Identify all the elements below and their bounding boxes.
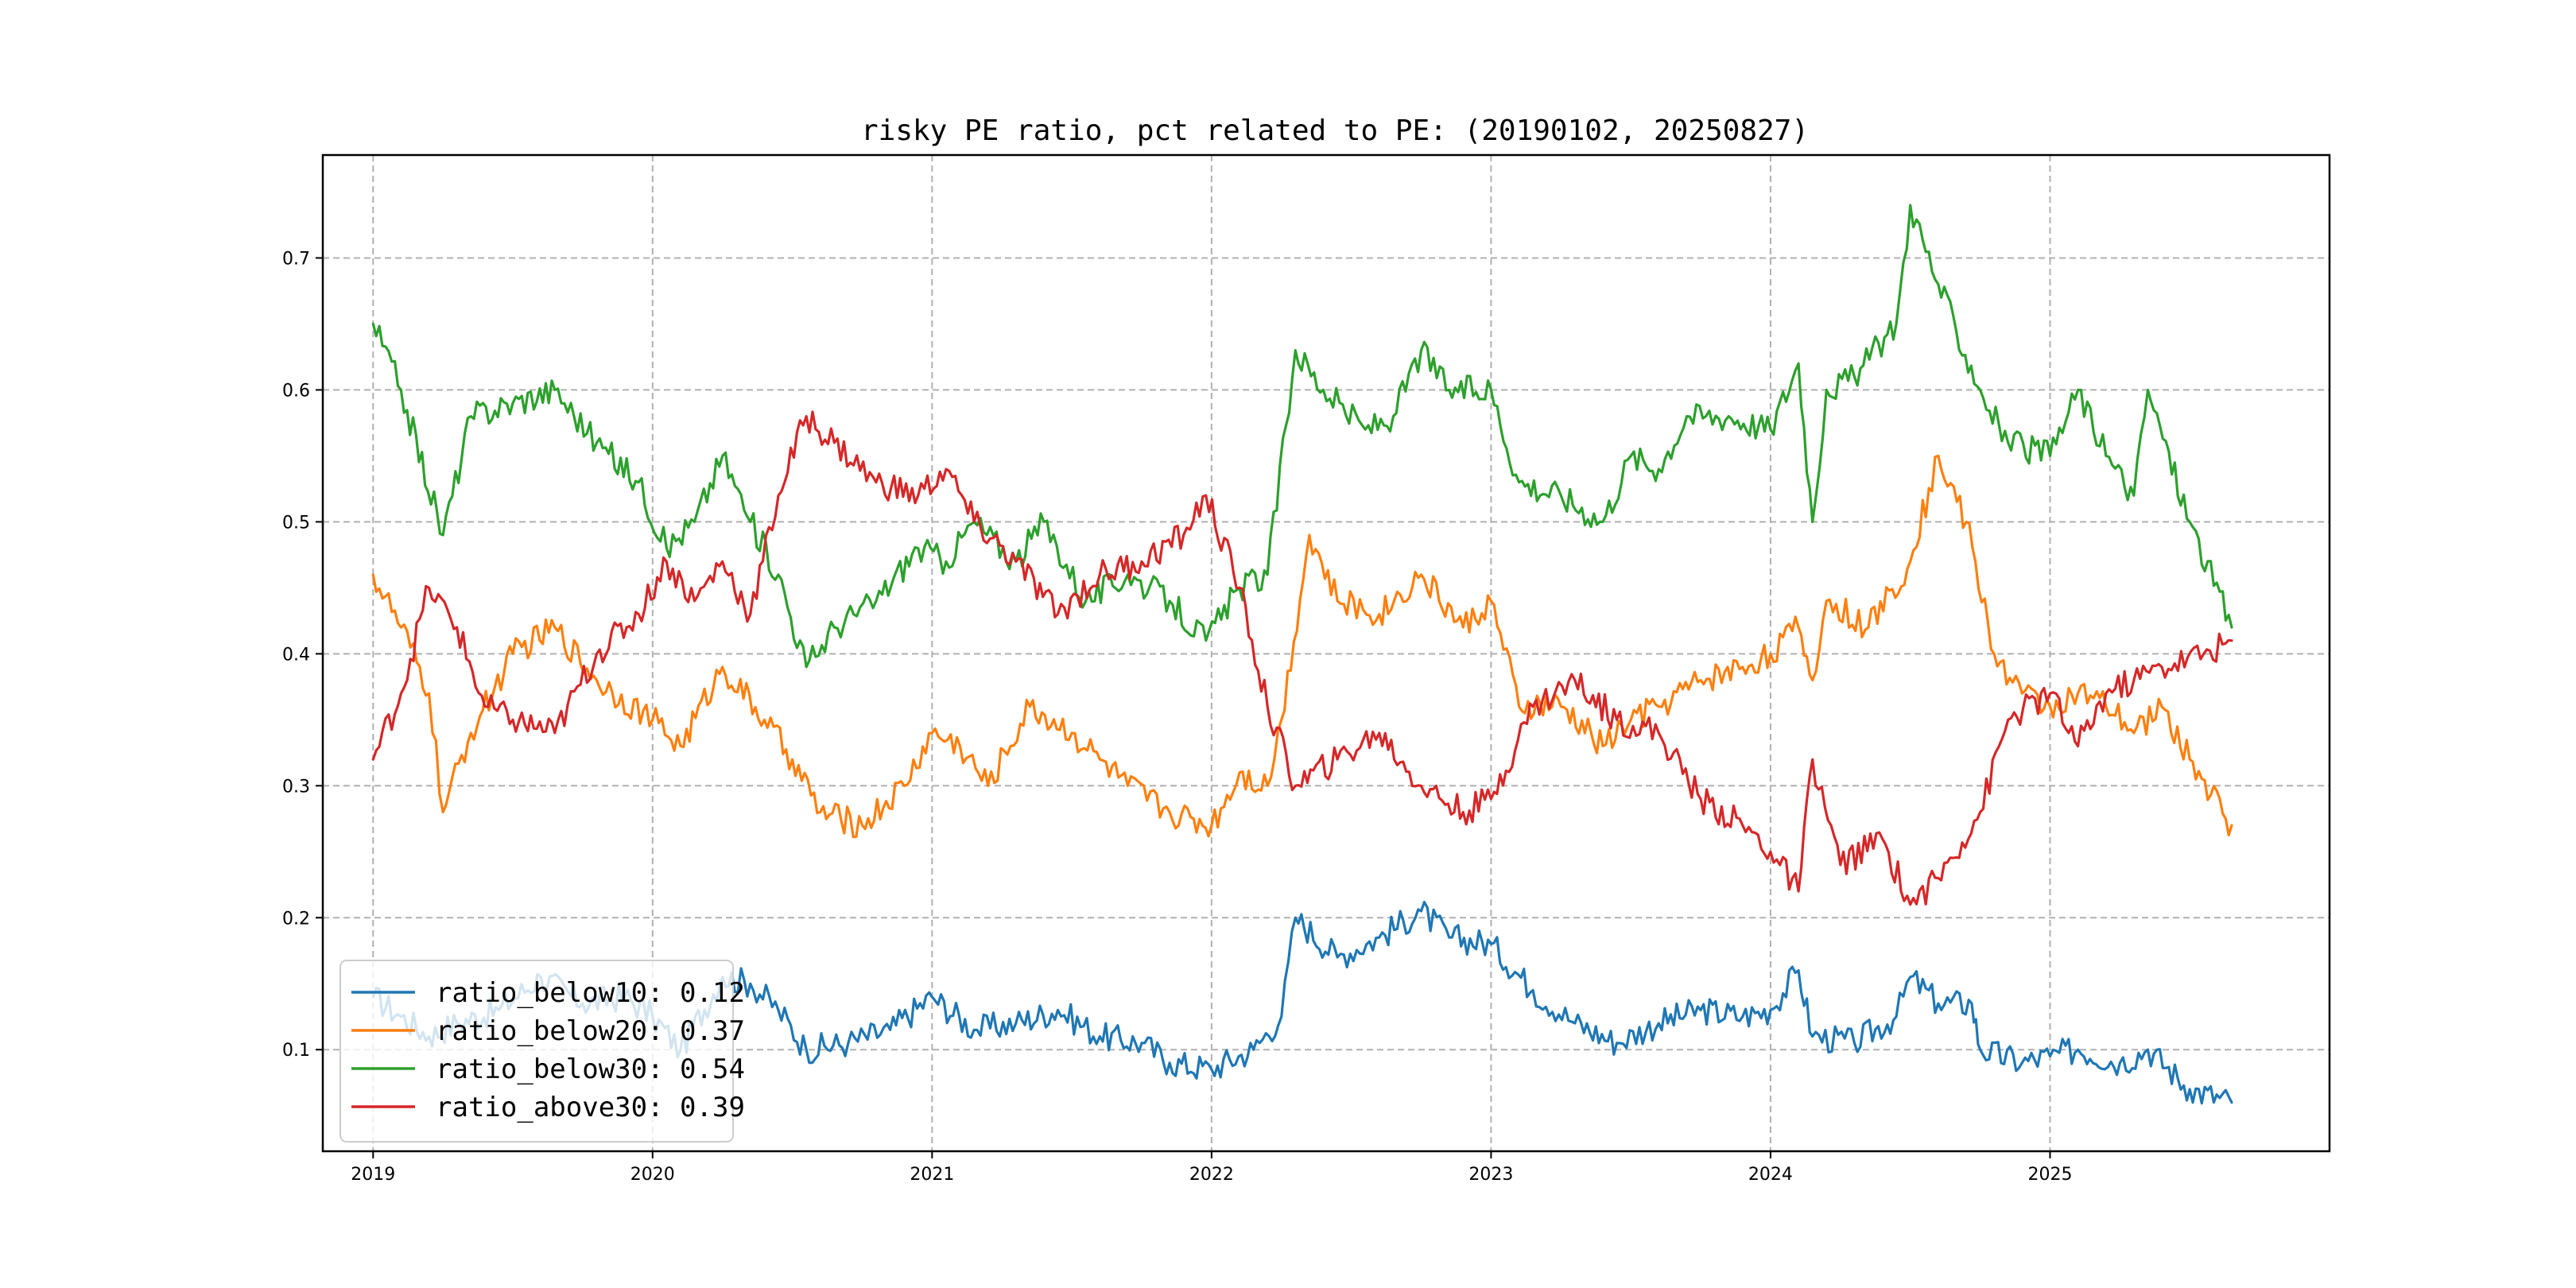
series-line-ratio-below30 xyxy=(371,204,2233,669)
y-tick-label: 0.5 xyxy=(282,513,310,533)
chart-title: risky PE ratio, pct related to PE: (2019… xyxy=(861,114,1809,147)
x-axis: 2019 2020 2021 2022 2023 2024 2025 xyxy=(351,1151,2072,1185)
y-axis: 0.1 0.2 0.3 0.4 0.5 0.6 0.7 xyxy=(282,249,323,1061)
x-tick-label: 2022 xyxy=(1189,1165,1234,1185)
x-tick-label: 2020 xyxy=(630,1165,675,1185)
y-tick-label: 0.2 xyxy=(282,909,310,929)
x-tick-label: 2023 xyxy=(1468,1165,1513,1185)
legend: ratio_below10: 0.12 ratio_below20: 0.37 ra… xyxy=(339,960,745,1143)
y-tick-label: 0.1 xyxy=(282,1041,310,1061)
series-line-ratio-below20 xyxy=(371,454,2233,839)
y-tick-label: 0.6 xyxy=(282,381,310,401)
x-tick-label: 2025 xyxy=(2027,1165,2072,1185)
x-tick-label: 2019 xyxy=(351,1165,395,1185)
legend-label-ratio-above30: ratio_above30: 0.39 xyxy=(436,1092,745,1123)
legend-label-ratio-below30: ratio_below30: 0.54 xyxy=(436,1053,745,1085)
y-tick-label: 0.3 xyxy=(282,777,310,797)
x-tick-label: 2024 xyxy=(1748,1165,1793,1185)
y-tick-label: 0.4 xyxy=(282,645,310,665)
x-tick-label: 2021 xyxy=(910,1165,954,1185)
legend-box xyxy=(339,960,734,1143)
series-line-ratio-above30 xyxy=(371,410,2233,906)
y-tick-label: 0.7 xyxy=(282,249,310,269)
legend-label-ratio-below10: ratio_below10: 0.12 xyxy=(436,977,745,1009)
legend-label-ratio-below20: ratio_below20: 0.37 xyxy=(436,1015,745,1047)
